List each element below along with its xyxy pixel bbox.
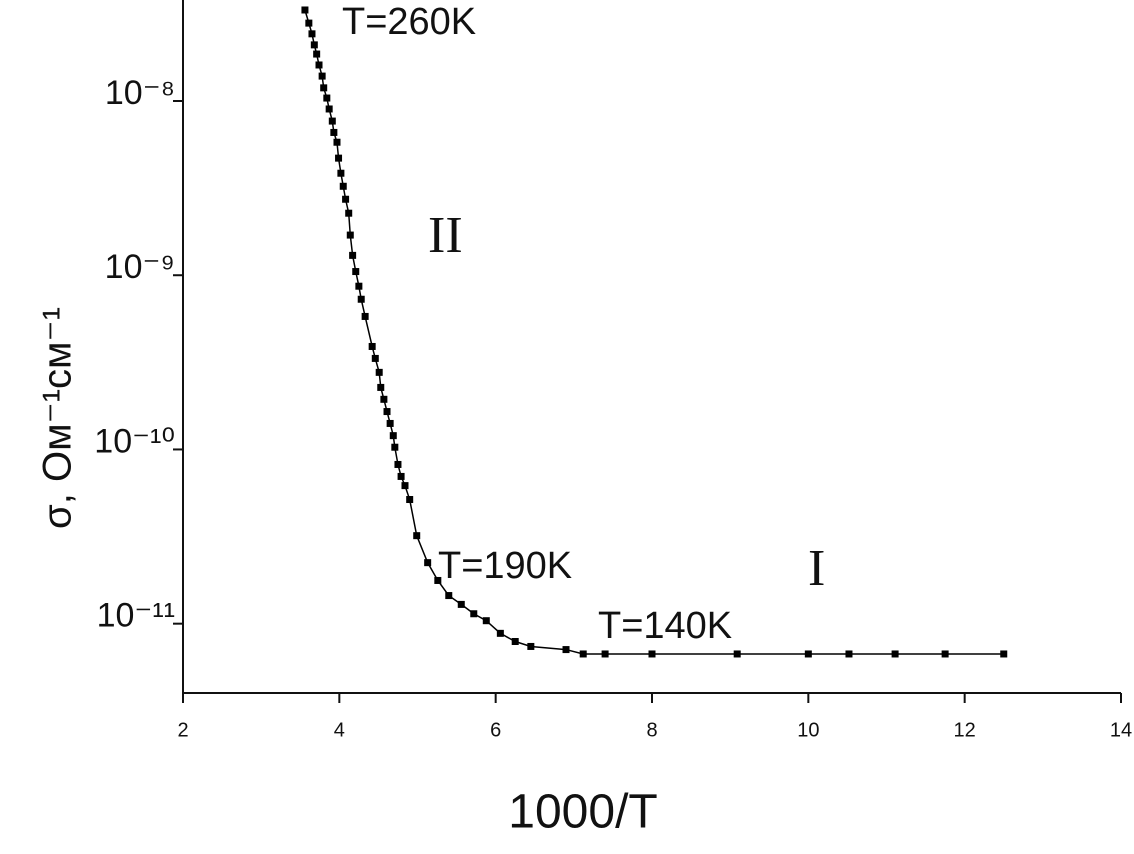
data-point [352,268,360,276]
data-point [397,472,405,480]
x-tick-label: 4 [334,719,345,741]
y-tick-label: 10⁻¹¹ [97,597,175,635]
data-point [496,629,504,637]
x-tick-label: 12 [954,719,976,741]
data-point [323,94,331,102]
data-point [380,395,388,403]
data-point [527,642,535,650]
data-point [301,6,309,14]
data-point [305,19,313,27]
data-point [320,84,328,92]
data-point [391,443,399,451]
data-point [318,72,326,80]
data-point [434,576,442,584]
x-axis-label: 1000/T [508,786,657,839]
data-point [377,383,385,391]
data-point [333,138,341,146]
data-point [339,182,347,190]
data-point [355,282,363,290]
data-point [389,432,397,440]
data-point [349,251,357,259]
annotation: T=260K [342,1,476,43]
x-tick-label: 6 [490,719,501,741]
data-point [335,154,343,162]
data-point [648,650,656,658]
y-tick-label: 10⁻⁹ [105,248,175,286]
data-point [383,408,391,416]
annotation: T=140K [598,605,732,647]
data-point [470,610,478,618]
data-point [457,600,465,608]
data-point [413,532,421,540]
data-point [308,30,316,38]
x-tick-label: 10 [797,719,819,741]
data-point [579,650,587,658]
data-point [337,169,345,177]
data-point [941,650,949,658]
y-tick-label: 10⁻¹⁰ [94,422,175,460]
y-tick-label: 10⁻⁸ [105,74,175,112]
data-point [445,592,453,600]
annotation: II [428,207,463,264]
data-point [313,50,321,58]
data-point [424,559,432,567]
data-point [310,41,318,49]
data-point [406,496,414,504]
data-point [345,209,353,217]
data-point [845,650,853,658]
x-tick-label: 2 [177,719,188,741]
data-line [304,9,1004,655]
data-point [562,646,570,654]
data-point [386,419,394,427]
data-point [357,295,365,303]
data-point [511,638,519,646]
y-axis-label: σ, Ом⁻¹см⁻¹ [36,307,80,529]
data-point [482,617,490,625]
data-point [368,342,376,350]
annotation: T=190K [438,545,572,587]
data-point [891,650,899,658]
data-point [328,117,336,125]
x-tick-label: 8 [646,719,657,741]
data-point [342,195,350,203]
data-point [804,650,812,658]
annotation: I [808,540,825,597]
data-point [325,105,333,113]
data-point [375,368,383,376]
data-point [315,61,323,69]
data-point [401,482,409,490]
data-point [733,650,741,658]
data-point [1000,650,1008,658]
x-tick-label: 14 [1110,719,1132,741]
data-point [361,312,369,320]
data-point [371,354,379,362]
data-point [394,460,402,468]
data-point [601,650,609,658]
data-point [330,128,338,136]
data-point [346,231,354,239]
